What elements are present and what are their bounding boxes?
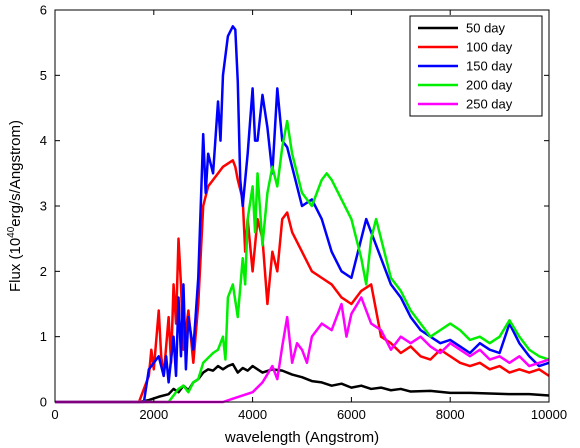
y-axis-label-prefix: Flux (10	[7, 238, 24, 292]
x-axis-label: wavelength (Angstrom)	[224, 429, 379, 446]
tick-layer: 0 2000 4000 6000 8000 10000 0 1 2 3 4 5 6	[40, 3, 567, 423]
legend-label: 200 day	[466, 78, 513, 93]
series-line-200-day	[55, 119, 550, 404]
series-layer	[55, 25, 550, 404]
y-tick-label: 0	[40, 395, 47, 410]
x-tick-label: 6000	[337, 407, 366, 422]
y-tick-label: 6	[40, 3, 47, 18]
y-axis-label-suffix: erg/s/Angstrom)	[7, 120, 24, 227]
y-axis-label-exponent: 40	[6, 226, 17, 238]
legend-label: 250 day	[466, 97, 513, 112]
x-tick-label: 8000	[436, 407, 465, 422]
y-axis-label: Flux (1040erg/s/Angstrom)	[6, 120, 24, 292]
x-tick-label: 0	[51, 407, 58, 422]
x-tick-label: 4000	[238, 407, 267, 422]
legend-label: 50 day	[466, 21, 506, 36]
x-tick-label: 10000	[531, 407, 567, 422]
y-tick-label: 2	[40, 264, 47, 279]
y-tick-label: 3	[40, 199, 47, 214]
y-tick-label: 5	[40, 68, 47, 83]
series-line-250-day	[55, 296, 550, 404]
legend-label: 150 day	[466, 59, 513, 74]
series-line-150-day	[55, 25, 550, 404]
y-tick-label: 1	[40, 329, 47, 344]
y-tick-label: 4	[40, 133, 47, 148]
legend-label: 100 day	[466, 40, 513, 55]
x-tick-label: 2000	[139, 407, 168, 422]
legend: 50 day 100 day 150 day 200 day 250 day	[409, 15, 543, 117]
